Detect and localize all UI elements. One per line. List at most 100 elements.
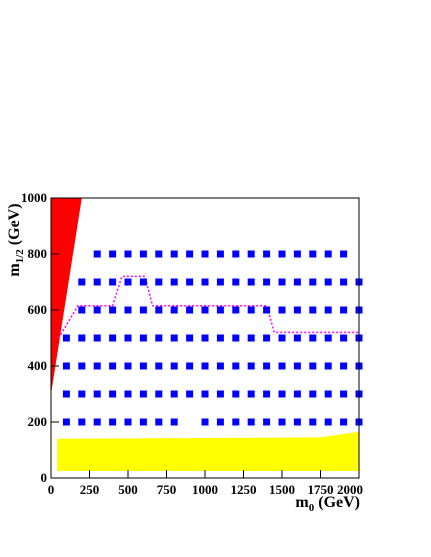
point xyxy=(293,278,301,286)
point xyxy=(201,278,209,286)
point xyxy=(186,390,194,398)
y-tick-label: 600 xyxy=(28,302,48,317)
x-tick-label: 750 xyxy=(157,482,177,497)
point xyxy=(124,418,132,426)
y-label-base: m xyxy=(6,263,23,277)
point xyxy=(216,306,224,314)
point xyxy=(124,334,132,342)
point xyxy=(109,390,117,398)
point xyxy=(324,278,332,286)
plot-area xyxy=(51,198,363,471)
point xyxy=(247,418,255,426)
x-tick-label: 250 xyxy=(80,482,100,497)
point xyxy=(170,390,178,398)
point xyxy=(263,278,271,286)
point xyxy=(232,418,240,426)
point xyxy=(201,362,209,370)
point xyxy=(216,418,224,426)
point xyxy=(109,278,117,286)
point xyxy=(216,334,224,342)
point xyxy=(93,250,101,258)
point xyxy=(93,334,101,342)
point xyxy=(340,306,348,314)
point xyxy=(93,306,101,314)
boundary-line xyxy=(58,275,359,339)
point xyxy=(263,362,271,370)
point xyxy=(170,418,178,426)
x-label-base: m xyxy=(295,494,309,511)
point xyxy=(309,334,317,342)
point xyxy=(309,418,317,426)
point xyxy=(247,250,255,258)
region xyxy=(51,198,82,394)
point xyxy=(170,278,178,286)
point xyxy=(309,278,317,286)
point xyxy=(124,306,132,314)
point xyxy=(124,390,132,398)
point xyxy=(124,362,132,370)
point xyxy=(78,390,86,398)
point xyxy=(78,362,86,370)
point xyxy=(139,278,147,286)
x-tick-label: 1500 xyxy=(269,482,295,497)
point xyxy=(340,418,348,426)
point xyxy=(170,250,178,258)
point xyxy=(309,250,317,258)
region xyxy=(57,431,359,471)
point xyxy=(216,390,224,398)
point xyxy=(62,418,70,426)
point xyxy=(232,250,240,258)
point xyxy=(186,362,194,370)
point xyxy=(139,418,147,426)
point xyxy=(340,390,348,398)
point xyxy=(93,362,101,370)
point xyxy=(109,362,117,370)
point xyxy=(93,390,101,398)
point xyxy=(186,334,194,342)
point xyxy=(155,250,163,258)
x-tick-label: 500 xyxy=(118,482,138,497)
point xyxy=(232,390,240,398)
point xyxy=(62,334,70,342)
point xyxy=(232,334,240,342)
x-tick-label: 1250 xyxy=(231,482,257,497)
point xyxy=(139,390,147,398)
point xyxy=(247,362,255,370)
point xyxy=(201,250,209,258)
point xyxy=(201,334,209,342)
y-tick-label: 1000 xyxy=(21,190,47,205)
point xyxy=(139,306,147,314)
point xyxy=(186,250,194,258)
point xyxy=(293,418,301,426)
point xyxy=(93,278,101,286)
y-axis-label: m1/2 (GeV) xyxy=(6,203,26,276)
point xyxy=(62,390,70,398)
point xyxy=(247,306,255,314)
point xyxy=(278,390,286,398)
point xyxy=(155,306,163,314)
point xyxy=(324,250,332,258)
x-label-unit: (GeV) xyxy=(318,494,360,511)
point xyxy=(201,306,209,314)
point xyxy=(201,418,209,426)
point xyxy=(247,390,255,398)
point xyxy=(186,278,194,286)
point xyxy=(78,334,86,342)
point xyxy=(278,362,286,370)
point xyxy=(293,250,301,258)
point xyxy=(109,306,117,314)
point xyxy=(170,334,178,342)
point xyxy=(186,306,194,314)
point xyxy=(109,334,117,342)
point xyxy=(263,390,271,398)
point xyxy=(93,418,101,426)
point xyxy=(139,334,147,342)
x-tick-label: 2000 xyxy=(337,482,363,497)
point xyxy=(216,278,224,286)
point xyxy=(139,250,147,258)
point xyxy=(78,278,86,286)
point xyxy=(293,362,301,370)
point xyxy=(309,390,317,398)
x-tick-label: 1000 xyxy=(192,482,218,497)
